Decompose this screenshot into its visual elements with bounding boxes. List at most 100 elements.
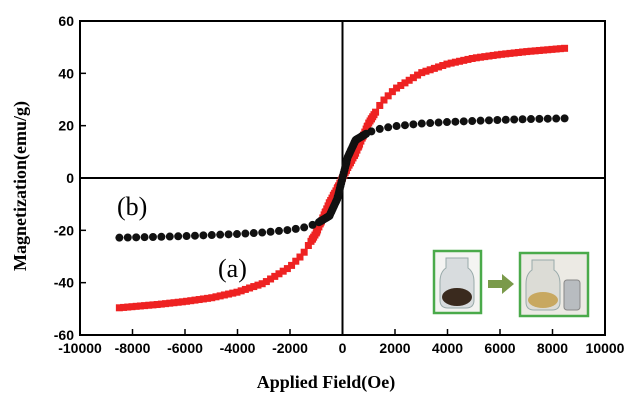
series-b-point (132, 233, 141, 242)
series-a-point (174, 298, 182, 306)
series-a-point (439, 62, 447, 70)
series-b-point (249, 229, 258, 238)
series-a-point (120, 303, 128, 311)
annotation-b: (b) (117, 192, 147, 221)
inset-vial-before (432, 249, 483, 315)
series-b-point (426, 119, 435, 128)
series-b-point (165, 232, 174, 241)
series-a-point (443, 60, 451, 68)
series-a-point (464, 55, 472, 63)
series-a-point (220, 291, 228, 299)
series-b-point (362, 129, 371, 138)
series-a-point (124, 303, 132, 311)
y-tick-label: -60 (54, 327, 74, 343)
series-a-point (262, 278, 270, 286)
series-b-point (115, 233, 124, 242)
series-a-point (514, 48, 522, 56)
series-a-point (388, 88, 396, 96)
x-tick-label: 0 (339, 340, 347, 356)
x-tick-label: 2000 (379, 340, 410, 356)
series-b-point (560, 114, 569, 123)
series-a-point (426, 66, 434, 74)
series-a-point (384, 92, 392, 100)
series-a-point (187, 297, 195, 305)
series-a-point (481, 53, 489, 61)
series-a-point (216, 292, 224, 300)
series-a-point (233, 288, 241, 296)
series-a-point (435, 63, 443, 71)
series-b-point (140, 233, 149, 242)
y-tick-label: -20 (54, 222, 74, 238)
series-a-point (141, 302, 149, 310)
series-b-point (526, 115, 535, 124)
series-a-point (296, 253, 304, 261)
series-a-point (519, 48, 527, 56)
series-a-point (451, 58, 459, 66)
series-a-point (493, 51, 501, 59)
series-a-point (254, 281, 262, 289)
series-a-point (300, 248, 308, 256)
series-b-point (308, 220, 317, 229)
series-b-point (442, 118, 451, 127)
series-b-point (392, 122, 401, 131)
x-tick-label: -10000 (58, 340, 102, 356)
series-a-point (401, 79, 409, 87)
series-a-point (527, 47, 535, 55)
series-b-point (123, 233, 132, 242)
series-a-point (195, 296, 203, 304)
series-a-point (115, 304, 123, 312)
series-b-point (182, 232, 191, 241)
series-a-point (498, 50, 506, 58)
series-b-point (207, 231, 216, 240)
series-a-point (178, 298, 186, 306)
series-b-point (501, 115, 510, 124)
series-a-point (380, 96, 388, 104)
series-b-point (493, 116, 502, 125)
series-b-point (468, 117, 477, 126)
series-a-point (258, 280, 266, 288)
series-a-point (149, 301, 157, 309)
series-a-point (489, 51, 497, 59)
series-a-point (535, 46, 543, 54)
y-axis-title: Magnetization(emu/g) (10, 101, 31, 271)
series-a-point (477, 53, 485, 61)
series-b-point (484, 116, 493, 125)
series-b-point (157, 232, 166, 241)
series-a-point (376, 101, 384, 109)
inset-arrow (488, 274, 514, 294)
series-a-point (132, 302, 140, 310)
series-a-point (212, 293, 220, 301)
annotations: (b) (a) (117, 192, 247, 283)
series-a-point (556, 45, 564, 53)
series-a-point (166, 299, 174, 307)
x-tick-label: -4000 (220, 340, 256, 356)
series-a-point (502, 50, 510, 58)
series-b-point (375, 124, 384, 133)
series-a-point (136, 302, 144, 310)
series-a-point (128, 303, 136, 311)
series-a-point (422, 67, 430, 75)
x-axis-title: Applied Field(Oe) (257, 372, 396, 393)
series-a-point (548, 45, 556, 53)
x-tick-label: 4000 (432, 340, 463, 356)
series-a-point (405, 76, 413, 84)
series-a-point (204, 294, 212, 302)
series-b-point (241, 229, 250, 238)
series-a-point (292, 257, 300, 265)
series-a-point (191, 296, 199, 304)
series-a-point (199, 295, 207, 303)
series-a-point (250, 283, 258, 291)
series-a-point (418, 69, 426, 77)
series-b-point (434, 118, 443, 127)
series-b-point (216, 230, 225, 239)
series-a-point (162, 300, 170, 308)
series-b-point (224, 230, 233, 239)
inset-photos (432, 249, 590, 318)
y-tick-label: -40 (54, 275, 74, 291)
series-b-point (258, 228, 267, 237)
series-a-point (523, 48, 531, 56)
inset-vial-after (518, 251, 590, 318)
series-b-point (232, 230, 241, 239)
series-a-point (430, 64, 438, 72)
x-tick-label: -8000 (115, 340, 151, 356)
